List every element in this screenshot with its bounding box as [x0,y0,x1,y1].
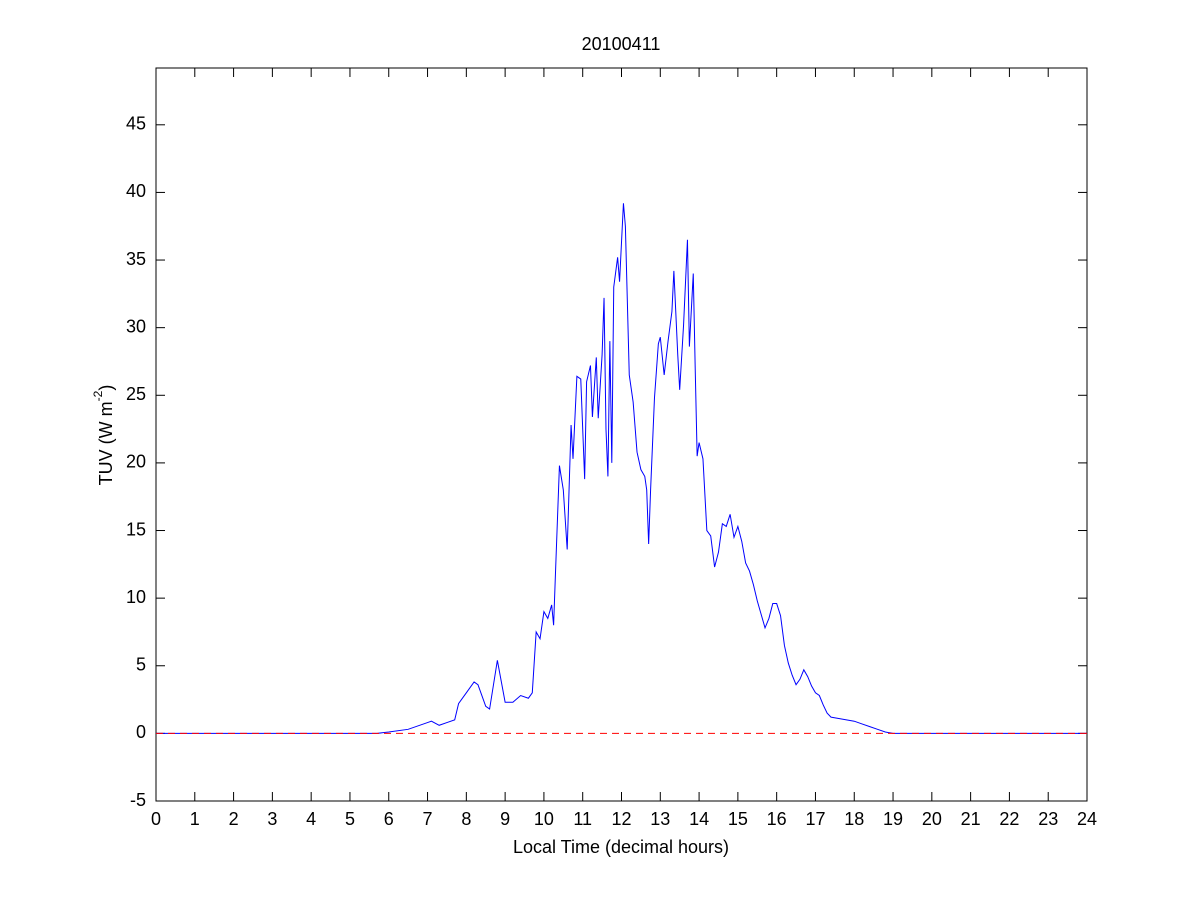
x-tick-label: 11 [573,809,592,829]
x-tick-label: 23 [1038,809,1058,829]
x-tick-label: 12 [611,809,631,829]
y-tick-label: 0 [136,722,146,742]
x-tick-label: 20 [922,809,942,829]
x-tick-label: 14 [689,809,709,829]
x-tick-label: 22 [999,809,1019,829]
x-tick-label: 6 [384,809,394,829]
x-tick-label: 15 [728,809,748,829]
y-tick-label: 30 [126,316,146,336]
y-tick-label: 20 [126,452,146,472]
x-tick-label: 10 [534,809,554,829]
y-label-text: TUV (W m [96,401,116,485]
chart-title: 20100411 [582,34,661,54]
x-tick-label: 13 [650,809,670,829]
y-label-sup: -2 [91,390,105,401]
y-tick-label: 45 [126,114,146,134]
plot-area [155,67,1088,802]
x-tick-label: 19 [883,809,903,829]
y-tick-label: 25 [126,384,146,404]
y-tick-label: 35 [126,249,146,269]
x-tick-label: 9 [500,809,510,829]
data-line [156,203,1087,734]
x-tick-label: 18 [844,809,864,829]
y-tick-label: 15 [126,519,146,539]
y-tick-label: -5 [130,790,146,810]
x-tick-label: 2 [229,809,239,829]
x-tick-label: 16 [767,809,787,829]
x-axis-label: Local Time (decimal hours) [513,837,729,857]
x-tick-label: 24 [1077,809,1097,829]
x-tick-label: 8 [461,809,471,829]
x-tick-label: 21 [961,809,981,829]
x-tick-label: 4 [306,809,316,829]
y-tick-label: 40 [126,181,146,201]
y-tick-label: 10 [126,587,146,607]
y-label-end: ) [96,385,116,391]
x-tick-label: 17 [805,809,825,829]
x-tick-label: 7 [423,809,433,829]
y-tick-label: 5 [136,655,146,675]
x-tick-label: 1 [190,809,200,829]
x-tick-label: 5 [345,809,355,829]
x-tick-label: 0 [151,809,161,829]
y-axis-label: TUV (W m-2) [91,385,116,486]
x-tick-label: 3 [267,809,277,829]
